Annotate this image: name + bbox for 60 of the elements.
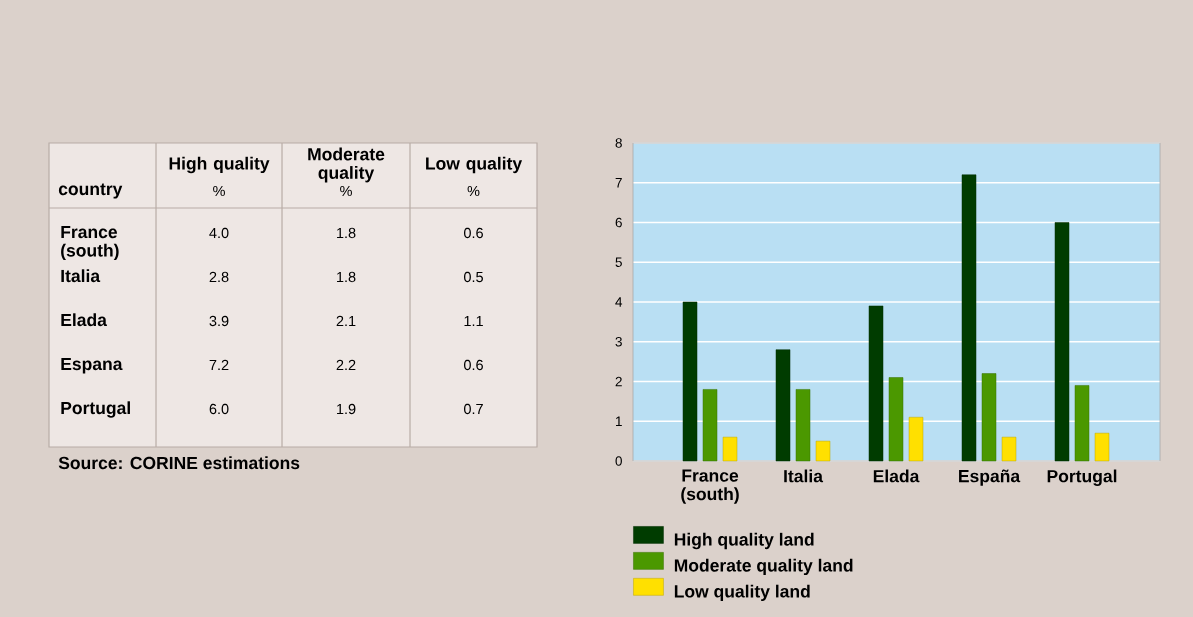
y-tick-label: 0 [615,456,622,466]
text: Portugal [61,401,130,418]
text: 3.9 [209,315,229,327]
legend-label: Moderate quality land [674,558,853,576]
text: % [213,185,225,197]
text: 1.8 [337,227,356,239]
text: 2.1 [336,315,356,326]
text: Low quality [426,156,523,174]
y-tick-label: 8 [615,138,622,148]
text: 0.6 [464,359,483,371]
bar [961,174,977,462]
text: 1.9 [337,403,356,415]
bar [1074,385,1090,462]
bar [815,440,831,462]
legend-label: Low quality land [674,584,810,602]
text: 6.0 [209,403,229,415]
y-tick-label: 4 [615,297,623,307]
bar [795,389,811,462]
x-tick-label: Portugal [1047,469,1117,486]
text: 0.7 [464,403,483,415]
bar [722,436,738,462]
x-tick-label: France (south) [681,469,739,504]
text: 1.8 [337,271,356,283]
text: % [467,185,480,197]
x-tick-label: España [959,469,1021,486]
x-tick-label: Italia [784,469,824,483]
y-tick-label: 6 [615,217,622,228]
y-tick-label: 1 [616,416,622,426]
bar [1001,436,1017,462]
bar [1094,432,1110,462]
bar [1054,222,1070,462]
bar [868,305,884,462]
bar [908,417,924,462]
y-tick-label: 3 [615,336,622,347]
text: 7.2 [209,359,229,370]
y-tick-label: 5 [615,257,622,267]
text: 0.5 [464,271,483,283]
text: Elada [61,313,108,327]
bar [702,389,718,462]
text: 4.0 [209,227,229,239]
x-tick-label: Elada [873,469,920,483]
text: 1.1 [464,316,483,326]
bar [775,349,791,462]
text: country [58,183,123,199]
text: % [340,185,352,197]
bar [888,377,904,462]
y-tick-label: 7 [615,178,622,188]
text: High quality [169,156,270,174]
bar [682,301,698,462]
source-note: Source: CORINE estimations [58,456,300,470]
legend-label: High quality land [674,532,814,550]
text: Italia [61,269,101,283]
bar [981,373,997,462]
text: 2.2 [336,359,356,370]
text: Espana [61,357,123,374]
text: Moderate quality [308,147,385,183]
y-tick-label: 2 [615,376,622,387]
text: 0.6 [464,227,483,239]
text: France (south) [61,225,119,261]
text: 2.8 [209,271,229,283]
